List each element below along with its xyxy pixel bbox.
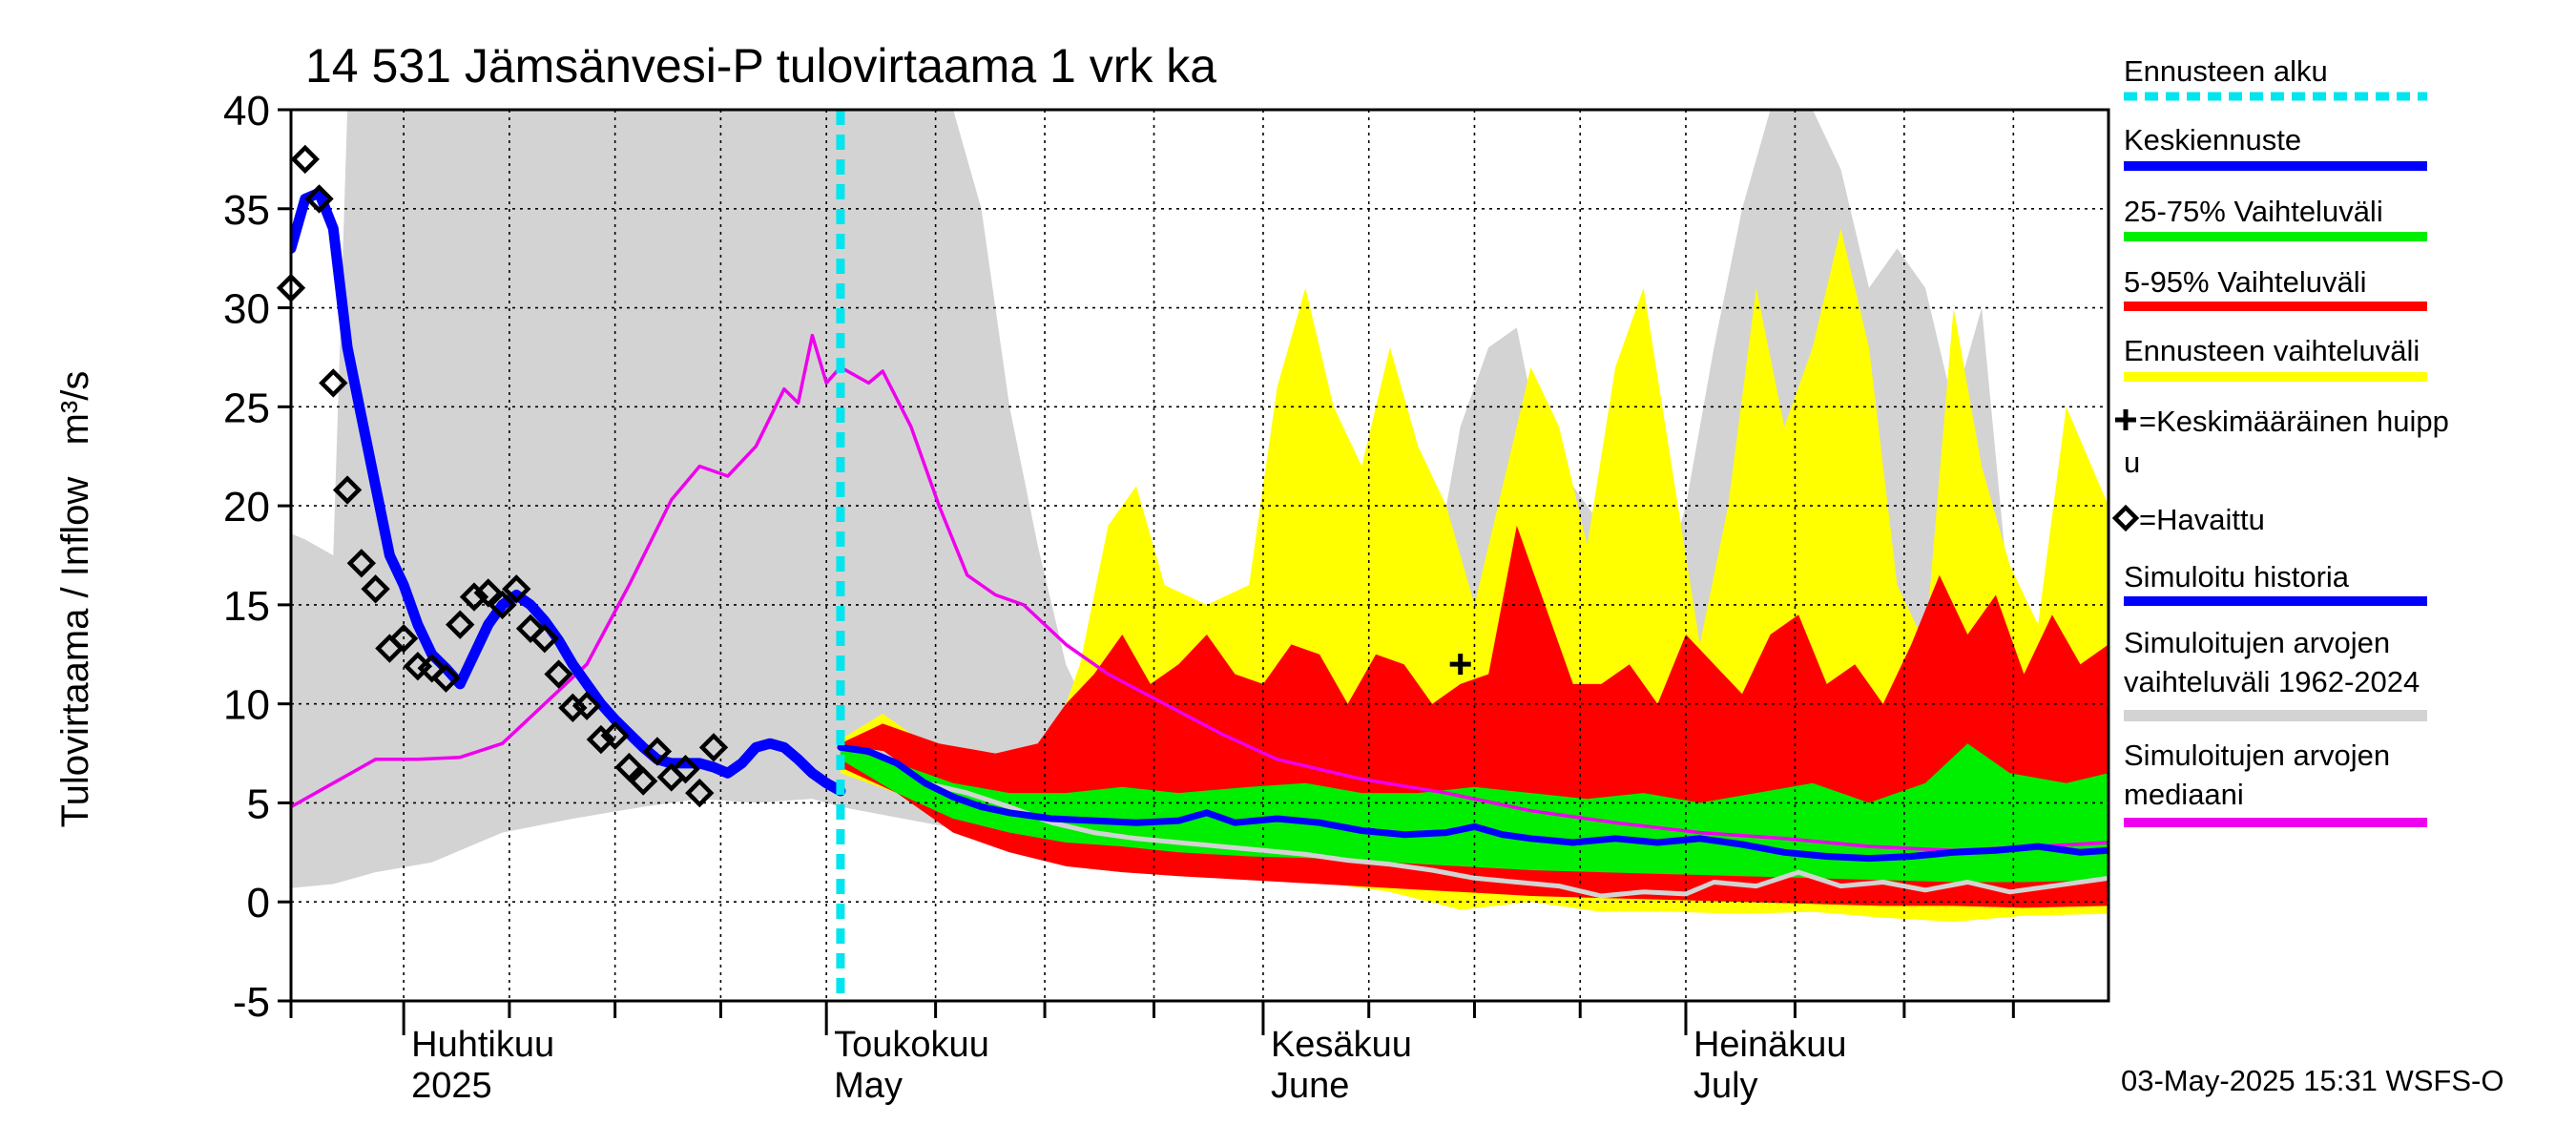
month-sublabel: 2025 [411, 1066, 492, 1106]
observed-marker [290, 144, 320, 175]
month-label: Huhtikuu [411, 1025, 554, 1065]
plot-lines [291, 110, 2109, 1001]
legend-label: mediaani [2124, 778, 2244, 811]
legend-label: vaihteluväli 1962-2024 [2124, 665, 2420, 698]
y-tick-label: 40 [223, 88, 270, 135]
observed-marker [600, 720, 630, 751]
observations [276, 144, 1471, 808]
observed-marker [586, 724, 616, 755]
simulated-gray-line [838, 744, 2109, 899]
legend-cross-icon [2115, 409, 2136, 430]
legend-label: Ennusteen alku [2124, 54, 2328, 88]
observed-marker [530, 623, 559, 654]
y-tick-label: 35 [223, 187, 270, 234]
observed-marker [671, 754, 700, 784]
month-sublabel: May [834, 1066, 903, 1106]
y-tick-label: 10 [223, 682, 270, 729]
observed-marker [488, 590, 517, 620]
legend-label: 5-95% Vaihteluväli [2124, 265, 2366, 299]
y-tick-label: 0 [247, 880, 270, 926]
observed-marker [502, 574, 531, 604]
mean-peak-marker [1449, 654, 1471, 676]
observed-marker [459, 582, 489, 612]
observed-marker [515, 614, 546, 643]
month-label: Toukokuu [834, 1025, 989, 1065]
observed-marker [642, 737, 673, 766]
observed-marker [304, 184, 334, 214]
legend: Ennusteen alku Keskiennuste 25-75% Vaihtel… [2111, 54, 2449, 827]
legend-label: 25-75% Vaihteluväli [2124, 195, 2383, 228]
y-tick-label: 25 [223, 385, 270, 431]
observed-marker [417, 654, 447, 683]
legend-label: =Havaittu [2139, 503, 2265, 536]
chart-title: 14 531 Jämsänvesi-P tulovirtaama 1 vrk k… [305, 39, 1216, 93]
observed-marker [332, 475, 363, 505]
observed-marker [558, 693, 588, 722]
observed-marker [446, 610, 475, 639]
month-label: Heinäkuu [1693, 1025, 1847, 1065]
observed-marker [361, 574, 390, 604]
legend-label: Simuloitu historia [2124, 560, 2350, 593]
month-sublabel: July [1693, 1066, 1758, 1106]
y-tick-label: 20 [223, 484, 270, 531]
observed-marker [319, 368, 348, 398]
plot-frame [289, 108, 2110, 1003]
observed-marker [614, 752, 644, 782]
y-tick-label: 30 [223, 286, 270, 333]
observed-marker [571, 691, 602, 720]
timestamp: 03-May-2025 15:31 WSFS-O [2121, 1064, 2503, 1097]
y-tick-label: 15 [223, 583, 270, 630]
y-tick-label: 5 [247, 781, 270, 827]
observed-marker [346, 549, 377, 578]
legend-label: Simuloitujen arvojen [2124, 739, 2390, 772]
plot-area [291, 110, 2109, 922]
y-axis-label: Tulovirtaama / Inflow m³/s [54, 371, 96, 828]
observed-marker [629, 766, 658, 796]
month-label: Kesäkuu [1271, 1025, 1412, 1065]
mean-forecast-line [837, 743, 2109, 863]
legend-label: u [2124, 446, 2140, 479]
observed-marker [431, 663, 461, 693]
legend-label: Simuloitujen arvojen [2124, 626, 2390, 659]
median-line [291, 333, 2109, 853]
observed-marker [685, 778, 715, 808]
legend-label: Ennusteen vaihteluväli [2124, 334, 2420, 367]
legend-label: Keskiennuste [2124, 123, 2301, 156]
observed-marker [698, 733, 729, 762]
month-sublabel: June [1271, 1066, 1349, 1106]
observed-marker [544, 659, 573, 689]
simulated-history-line [291, 187, 846, 797]
y-tick-label: -5 [233, 979, 270, 1026]
legend-diamond-icon [2111, 504, 2140, 532]
y-axis: -5 0 5 10 15 20 25 30 35 40 [223, 88, 291, 1026]
observed-marker [388, 623, 419, 654]
observed-marker [473, 578, 503, 608]
legend-label: =Keskimääräinen huipp [2139, 405, 2449, 438]
